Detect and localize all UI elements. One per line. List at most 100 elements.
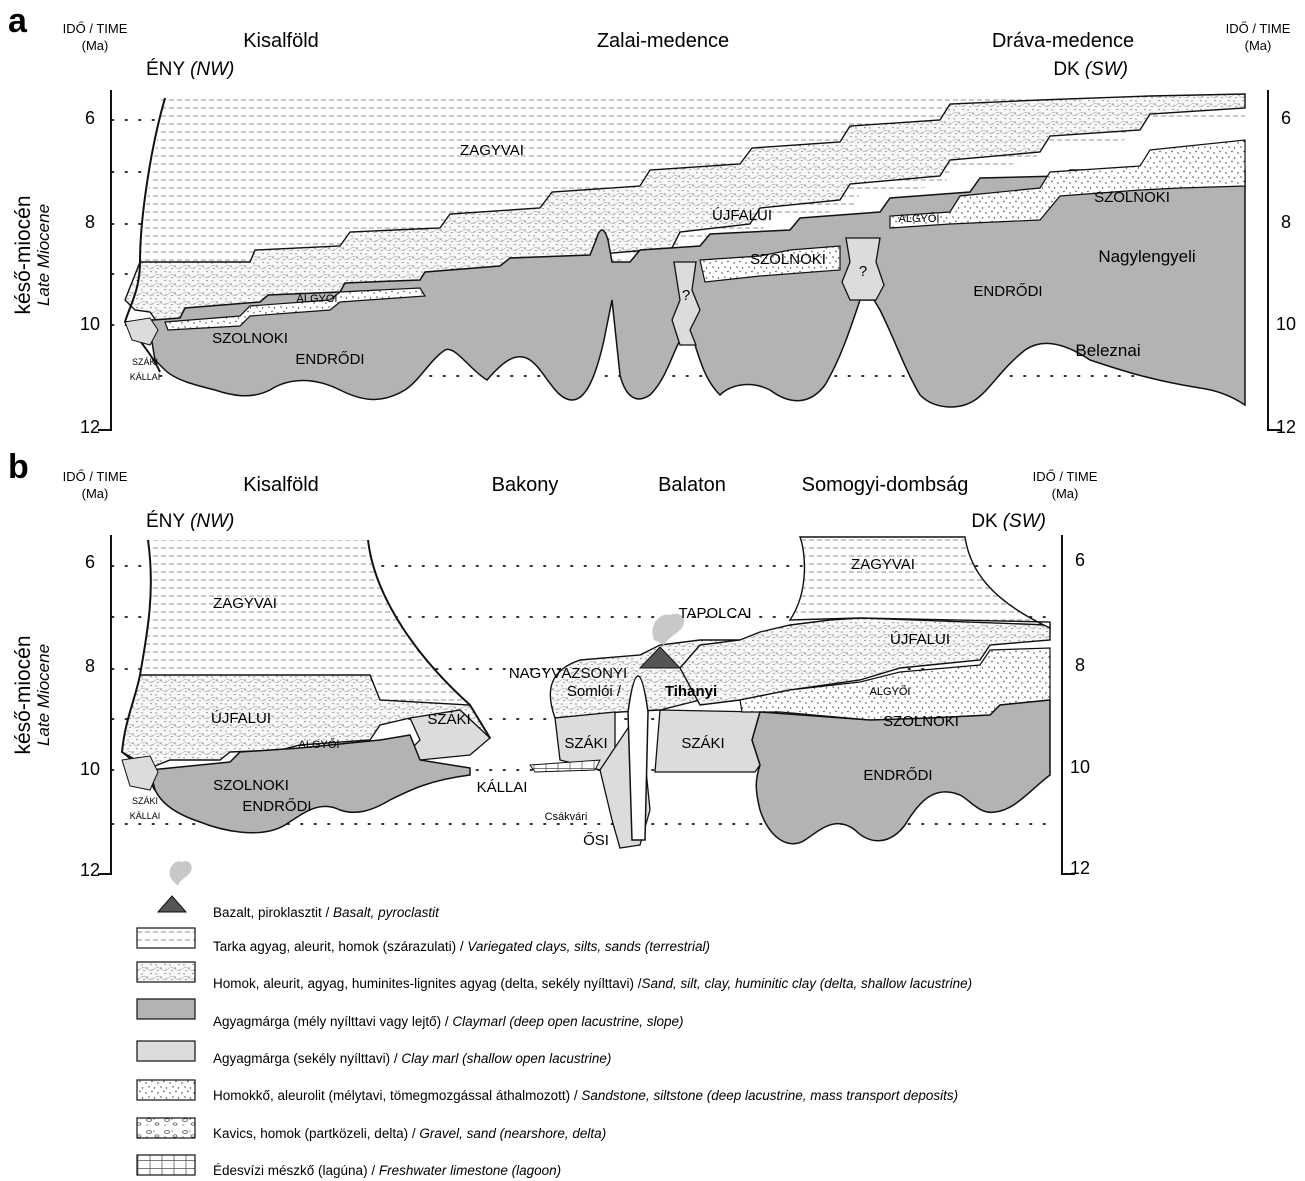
legend-basalt-icon — [156, 895, 188, 913]
panel-a-tick-6-left: 6 — [85, 108, 95, 128]
panel-a-right-axis — [1267, 90, 1281, 431]
legend-variegated-en: Variegated clays, silts, sands (terrestr… — [467, 939, 710, 954]
panel-b-szolnoki-label-2: SZOLNOKI — [883, 713, 959, 730]
panel-b-region-kisalfold: Kisalföld — [243, 474, 319, 496]
legend-sandstone-hu: Homokkő, aleurolit (mélytavi, tömegmozgá… — [213, 1088, 581, 1103]
panel-a-direction-right-en: (SW) — [1085, 59, 1128, 80]
panel-b-algyoi-label-1: ALGYŐI — [299, 737, 340, 751]
panel-b-ujfalui-label-1: ÚJFALUI — [211, 710, 271, 727]
panel-a-algyoi-label-1: ALGYŐI — [297, 291, 338, 305]
panel-b-zagyvai-label-1: ZAGYVAI — [213, 595, 277, 612]
panel-b-tick-8-left: 8 — [85, 656, 95, 676]
panel-b-algyoi-label-2: ALGYŐI — [870, 684, 911, 698]
legend-limestone-hu: Édesvízi mészkő (lagúna) / — [213, 1163, 379, 1178]
panel-b-szaki-label-3: SZÁKI — [681, 735, 724, 752]
panel-a-tick-8-left: 8 — [85, 212, 95, 232]
panel-b-epoch-hu: késő-miocén — [12, 635, 35, 754]
panel-b-kallai-limestone — [529, 759, 601, 773]
panel-a-zalai-pillar — [671, 261, 701, 346]
panel-b-szaki-label-1: SZÁKI — [427, 711, 470, 728]
panel-b-endrodi-label-1: ENDRŐDI — [242, 798, 311, 815]
panel-a: a IDŐ / TIME (Ma) IDŐ / TIME (Ma) Kisalf… — [8, 2, 1296, 437]
panel-b-osi-label: ŐSI — [583, 832, 609, 849]
panel-a-region-drava: Dráva-medence — [992, 30, 1134, 52]
panel-b-ma-label-left: (Ma) — [82, 486, 109, 501]
panel-b-kisalfold-endrodi-body — [149, 734, 471, 834]
legend-claymarl-shallow-en: Clay marl (shallow open lacustrine) — [401, 1051, 611, 1066]
panel-b-somogyi-zagyvai-body — [788, 536, 1051, 630]
legend-delta-en: Sand, silt, clay, huminitic clay (delta,… — [641, 976, 972, 991]
legend-basalt-hu: Bazalt, piroklasztit / — [213, 905, 333, 920]
panel-b-epoch-en: Late Miocene — [34, 644, 53, 746]
panel-a-ujfalui-label: ÚJFALUI — [712, 207, 772, 224]
panel-b-tick-12-right: 12 — [1070, 858, 1090, 878]
panel-b-tick-12-left: 12 — [80, 860, 100, 880]
panel-a-tick-12-left: 12 — [80, 417, 100, 437]
legend-claymarl-deep-swatch — [136, 998, 196, 1020]
legend-gravel-en: Gravel, sand (nearshore, delta) — [419, 1126, 606, 1141]
panel-a-west-margin — [123, 97, 166, 373]
panel-a-szolnoki-lens-3 — [889, 139, 1246, 229]
panel-a-time-label-right: IDŐ / TIME — [1226, 21, 1291, 36]
legend-claymarl-deep-text: Agyagmárga (mély nyílttavi vagy lejtő) /… — [213, 1014, 683, 1029]
panel-a-endrodi-label-1: ENDRŐDI — [295, 351, 364, 368]
panel-b-tick-10-right: 10 — [1070, 757, 1090, 777]
panel-b-kallai-small-label: KÁLLAI — [130, 811, 161, 821]
panel-a-szaki-small — [124, 317, 159, 346]
legend-delta-swatch — [136, 961, 196, 983]
panel-b-somogyi-endrodi-body — [751, 699, 1051, 845]
panel-b-kisalfold-szaki-body — [409, 709, 491, 761]
panel-a-tick-6-right: 6 — [1281, 108, 1291, 128]
panel-a-region-kisalfold: Kisalföld — [243, 30, 319, 52]
panel-b-szolnoki-label-1: SZOLNOKI — [213, 777, 289, 794]
panel-a-epoch-hu: késő-miocén — [12, 195, 35, 314]
legend-gravel-hu: Kavics, homok (partközeli, delta) / — [213, 1126, 419, 1141]
panel-a-question-2: ? — [859, 263, 867, 280]
panel-b-region-bakony: Bakony — [492, 474, 559, 496]
legend-variegated-swatch — [136, 927, 196, 949]
panel-b-time-label-left: IDŐ / TIME — [63, 469, 128, 484]
panel-a-szolnoki-lens-2 — [699, 245, 841, 283]
panel-b-time-label-right: IDŐ / TIME — [1033, 469, 1098, 484]
panel-b-direction-left-en: (NW) — [190, 511, 234, 532]
panel-b-smoke-icon — [652, 613, 685, 645]
panel-b-zagyvai-label-2: ZAGYVAI — [851, 556, 915, 573]
panel-b-region-somogyi: Somogyi-dombság — [802, 474, 969, 496]
legend-claymarl-deep-hu: Agyagmárga (mély nyílttavi vagy lejtő) / — [213, 1014, 452, 1029]
panel-a-time-label-left: IDŐ / TIME — [63, 21, 128, 36]
panel-b-region-balaton: Balaton — [658, 474, 726, 496]
legend-variegated-text: Tarka agyag, aleurit, homok (szárazulati… — [213, 939, 710, 954]
panel-b-ujfalui-label-2: ÚJFALUI — [890, 631, 950, 648]
panel-a-left-axis — [98, 90, 112, 431]
panel-b-kisalfold-east-margin — [367, 539, 491, 739]
panel-b-basalt-cone — [638, 646, 682, 669]
panel-b-tapolcai-label: TAPOLCAI — [678, 605, 751, 622]
panel-a-epoch-en: Late Miocene — [34, 204, 53, 306]
panel-b-szaki-label-2: SZÁKI — [564, 735, 607, 752]
panel-b-somloi-label: Somlói / — [567, 683, 622, 700]
panel-a-direction-left-en: (NW) — [190, 59, 234, 80]
panel-a-ma-label-right: (Ma) — [1245, 38, 1272, 53]
legend-sandstone-swatch — [136, 1079, 196, 1101]
panel-a-region-zalai: Zalai-medence — [597, 30, 729, 52]
panel-a-unit-labels: ZAGYVAI ÚJFALUI ALGYŐI ALGYŐI SZOLNOKI S… — [130, 142, 1196, 382]
panel-b-endrodi-label-2: ENDRŐDI — [863, 767, 932, 784]
panel-a-szolnoki-label-3: SZOLNOKI — [1094, 189, 1170, 206]
legend-smoke-icon — [169, 861, 192, 886]
legend-limestone-swatch — [136, 1154, 196, 1176]
legend-basalt-text: Bazalt, piroklasztit / Basalt, pyroclast… — [213, 905, 440, 920]
legend-sandstone-en: Sandstone, siltstone (deep lacustrine, m… — [581, 1088, 958, 1103]
panel-b-unit-labels: ZAGYVAI ZAGYVAI ÚJFALUI ÚJFALUI ALGYŐI A… — [130, 556, 959, 849]
legend-sandstone-text: Homokkő, aleurolit (mélytavi, tömegmozgá… — [213, 1088, 958, 1103]
legend-delta-text: Homok, aleurit, agyag, huminites-lignite… — [213, 976, 972, 991]
panel-b: b IDŐ / TIME (Ma) IDŐ / TIME (Ma) Kisalf… — [8, 448, 1098, 880]
panel-b-tick-6-right: 6 — [1075, 550, 1085, 570]
panel-b-kallai-label: KÁLLAI — [477, 779, 528, 796]
panel-b-ma-label-right: (Ma) — [1052, 486, 1079, 501]
legend-basalt-en: Basalt, pyroclastit — [333, 905, 440, 920]
panel-b-tick-10-left: 10 — [80, 759, 100, 779]
legend-swatches — [136, 861, 196, 1176]
panel-a-tick-10-left: 10 — [80, 314, 100, 334]
legend-variegated-hu: Tarka agyag, aleurit, homok (szárazulati… — [213, 939, 467, 954]
